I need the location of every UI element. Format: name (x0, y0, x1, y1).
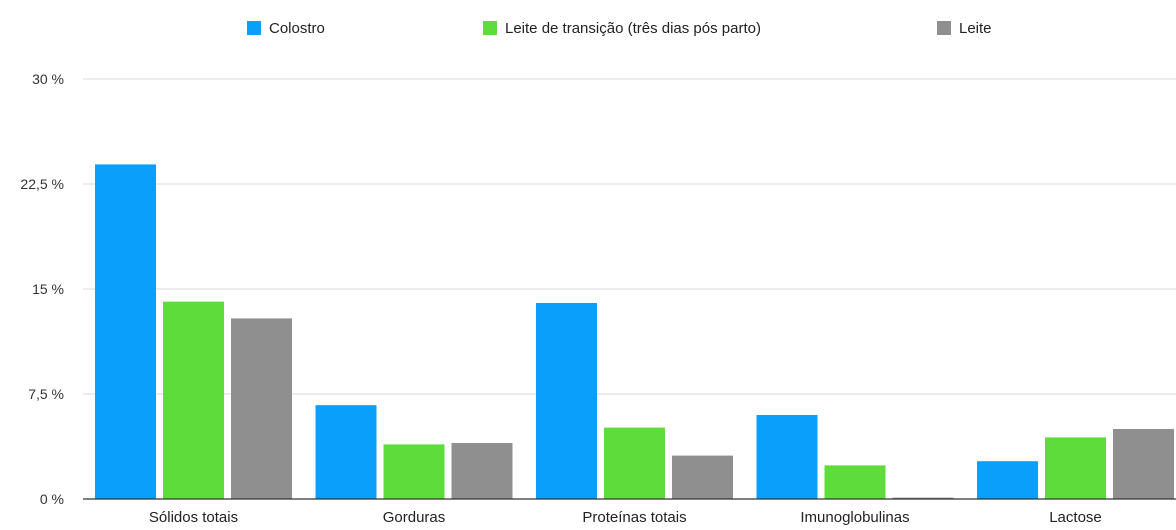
x-tick-label: Sólidos totais (149, 509, 238, 525)
legend-label: Leite (959, 20, 992, 37)
legend-swatch (247, 21, 261, 35)
y-tick-label: 0 % (40, 491, 64, 507)
y-tick-label: 30 % (32, 71, 64, 87)
bar-1-5 (977, 461, 1038, 499)
bar-2-2 (383, 444, 445, 499)
bar-3-3 (672, 455, 733, 499)
legend-label: Leite de transição (três dias pós parto) (505, 20, 761, 37)
y-tick-label: 15 % (32, 281, 64, 297)
x-tick-label: Imunoglobulinas (800, 509, 909, 525)
bar-1-2 (315, 405, 377, 499)
bar-3-2 (451, 443, 513, 499)
x-tick-label: Proteínas totais (582, 509, 686, 525)
bar-2-3 (604, 427, 665, 499)
x-tick-label: Gorduras (383, 509, 446, 525)
bar-3-4 (892, 497, 954, 499)
y-tick-label: 22,5 % (20, 176, 64, 192)
legend-label: Colostro (269, 20, 325, 37)
bar-1-1 (95, 164, 156, 499)
legend-swatch (937, 21, 951, 35)
legend-swatch (483, 21, 497, 35)
bar-1-3 (536, 303, 597, 499)
bar-3-5 (1113, 429, 1174, 499)
bar-2-5 (1045, 437, 1106, 499)
bar-2-1 (163, 301, 224, 499)
bar-1-4 (756, 415, 818, 499)
bar-2-4 (824, 465, 886, 499)
gridlines (83, 78, 1176, 395)
legend: Colostro Leite de transição (três dias pó… (247, 20, 992, 37)
x-tick-label: Lactose (1049, 509, 1102, 525)
y-tick-label: 7,5 % (28, 386, 64, 402)
y-axis-ticks: 0 % 7,5 % 15 % 22,5 % 30 % (20, 71, 64, 507)
x-axis-ticks: Sólidos totais Gorduras Proteínas totais Im… (149, 509, 1102, 526)
bars (95, 164, 1174, 499)
bar-3-1 (231, 318, 292, 499)
